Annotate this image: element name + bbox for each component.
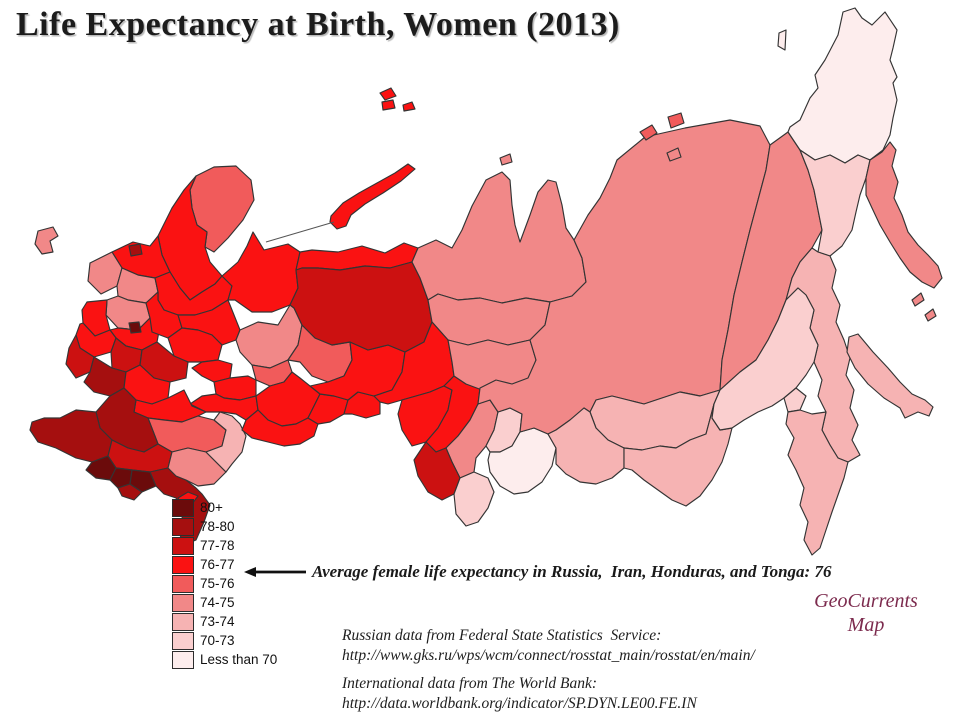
region-primorsky <box>785 409 849 556</box>
legend-swatch-3 <box>172 555 194 574</box>
region-jewish-ao <box>783 387 807 413</box>
region-magadan <box>799 149 871 257</box>
legend-row-0: 80+ <box>172 498 277 517</box>
region-severnaya-zemlya-c <box>666 147 682 162</box>
source-russian-url: http://www.gks.ru/wps/wcm/connect/rossta… <box>342 647 755 664</box>
legend-swatch-6 <box>172 612 194 631</box>
source-russian: Russian data from Federal State Statisti… <box>342 626 755 666</box>
legend-swatch-2 <box>172 536 194 555</box>
source-international-url: http://data.worldbank.org/indicator/SP.D… <box>342 695 697 712</box>
region-wrangel-island <box>777 29 787 51</box>
region-spb-city <box>128 243 143 257</box>
legend-swatch-4 <box>172 574 194 593</box>
region-bely-island <box>499 153 513 166</box>
branding-line1: GeoCurrents <box>814 590 918 612</box>
legend-row-7: 70-73 <box>172 631 277 650</box>
map-legend: 80+ 78-80 77-78 76-77 75-76 74-75 73-74 70-73 Le… <box>172 498 278 670</box>
legend-swatch-7 <box>172 631 194 650</box>
region-franz-josef-a <box>379 87 397 101</box>
legend-row-1: 78-80 <box>172 517 277 536</box>
region-sakhalin <box>846 333 934 419</box>
legend-row-4: 75-76 <box>172 574 277 593</box>
annotation-text: Average female life expectancy in Russia… <box>312 562 832 581</box>
legend-row-2: 77-78 <box>172 536 277 555</box>
region-zabaykalsky <box>623 403 733 507</box>
region-kuril-a <box>911 292 925 307</box>
legend-row-8: Less than 70 <box>172 650 278 669</box>
source-international: International data from The World Bank: … <box>342 674 755 714</box>
legend-label-6: 73-74 <box>200 614 235 629</box>
legend-label-1: 78-80 <box>200 519 235 534</box>
legend-swatch-1 <box>172 517 194 536</box>
legend-label-5: 74-75 <box>200 595 235 610</box>
source-russian-label: Russian data from Federal State Statisti… <box>342 627 662 644</box>
region-amur <box>711 287 819 431</box>
region-kamchatka <box>865 141 943 289</box>
branding: GeoCurrents Map <box>788 589 944 637</box>
legend-row-3: 76-77 <box>172 555 277 574</box>
region-severnaya-zemlya-a <box>639 124 658 141</box>
page-title: Life Expectancy at Birth, Women (2013) <box>16 6 620 43</box>
novaya-zemlya-boundary-line <box>265 221 335 243</box>
annotation: Average female life expectancy in Russia… <box>244 562 831 582</box>
region-moscow-city <box>128 321 142 334</box>
legend-label-4: 75-76 <box>200 576 235 591</box>
region-severnaya-zemlya-b <box>667 112 685 129</box>
region-franz-josef-b <box>381 99 396 111</box>
legend-label-2: 77-78 <box>200 538 235 553</box>
region-novaya-zemlya <box>329 163 416 230</box>
region-orenburg <box>241 409 319 447</box>
region-arkhangelsk <box>221 231 301 313</box>
region-buryatia <box>547 407 625 485</box>
legend-label-7: 70-73 <box>200 633 235 648</box>
legend-label-0: 80+ <box>200 500 223 515</box>
region-kuril-b <box>924 308 937 322</box>
source-international-label: International data from The World Bank: <box>342 675 598 692</box>
region-kaliningrad <box>34 226 59 255</box>
legend-swatch-8 <box>172 650 194 669</box>
region-astrakhan <box>205 411 247 473</box>
legend-label-8: Less than 70 <box>200 652 278 667</box>
legend-row-6: 73-74 <box>172 612 277 631</box>
legend-swatch-5 <box>172 593 194 612</box>
legend-row-5: 74-75 <box>172 593 277 612</box>
legend-label-3: 76-77 <box>200 557 235 572</box>
sources: Russian data from Federal State Statisti… <box>342 626 755 720</box>
legend-swatch-0 <box>172 498 194 517</box>
region-yamalo-nenets <box>411 171 587 304</box>
region-franz-josef-c <box>402 101 416 112</box>
region-kursk-belgorod <box>65 334 95 379</box>
region-chukotka <box>787 7 898 164</box>
branding-line2: Map <box>847 614 885 636</box>
region-altai-republic <box>453 471 495 527</box>
arrow-left-icon <box>244 567 306 577</box>
